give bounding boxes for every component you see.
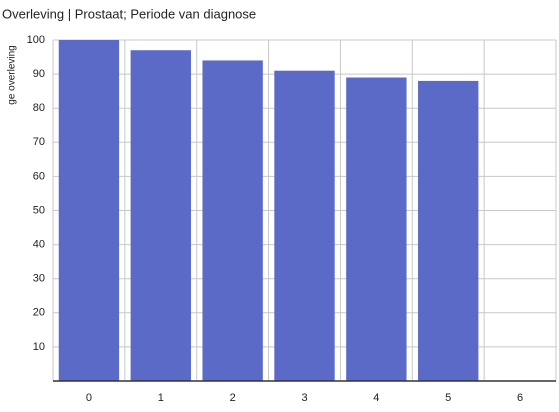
x-tick-label: 2 xyxy=(230,392,236,404)
bar xyxy=(58,40,120,381)
x-tick-label: 0 xyxy=(86,392,92,404)
x-tick-label: 5 xyxy=(445,392,451,404)
bar xyxy=(346,77,407,381)
y-tick-label: 40 xyxy=(33,239,45,251)
x-tick-label: 6 xyxy=(517,392,523,404)
x-tick-label: 3 xyxy=(301,392,307,404)
y-tick-label: 20 xyxy=(33,307,45,319)
chart-title: Overleving | Prostaat; Periode van diagn… xyxy=(2,6,256,21)
y-tick-label: 80 xyxy=(33,102,45,114)
x-tick-label: 1 xyxy=(158,392,164,404)
y-tick-label: 50 xyxy=(33,204,45,216)
bar xyxy=(202,60,263,382)
y-tick-label: 30 xyxy=(33,273,45,285)
y-tick-label: 100 xyxy=(27,34,45,46)
y-tick-label: 70 xyxy=(33,136,45,148)
y-tick-label: 60 xyxy=(33,170,45,182)
bar xyxy=(130,50,191,381)
y-axis-label: ge overleving xyxy=(7,45,18,104)
bar xyxy=(274,70,335,381)
y-tick-label: 90 xyxy=(33,68,45,80)
bar xyxy=(418,80,479,382)
x-tick-label: 4 xyxy=(373,392,379,404)
y-tick-label: 10 xyxy=(33,341,45,353)
